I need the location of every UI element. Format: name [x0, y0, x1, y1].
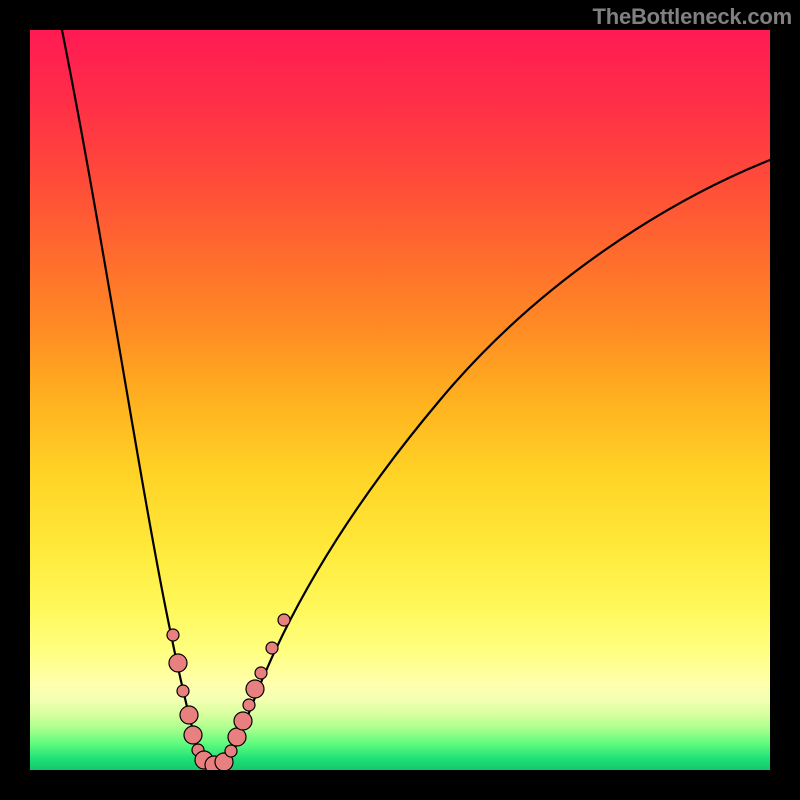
data-marker	[169, 654, 187, 672]
data-marker	[177, 685, 189, 697]
data-marker	[180, 706, 198, 724]
data-marker	[255, 667, 267, 679]
data-marker	[228, 728, 246, 746]
data-marker	[246, 680, 264, 698]
data-marker	[278, 614, 290, 626]
data-marker	[266, 642, 278, 654]
data-marker	[167, 629, 179, 641]
bottleneck-chart	[0, 0, 800, 800]
data-marker	[225, 745, 237, 757]
watermark-text: TheBottleneck.com	[592, 4, 792, 30]
data-marker	[234, 712, 252, 730]
data-marker	[243, 699, 255, 711]
data-marker	[184, 726, 202, 744]
gradient-background	[30, 30, 770, 770]
